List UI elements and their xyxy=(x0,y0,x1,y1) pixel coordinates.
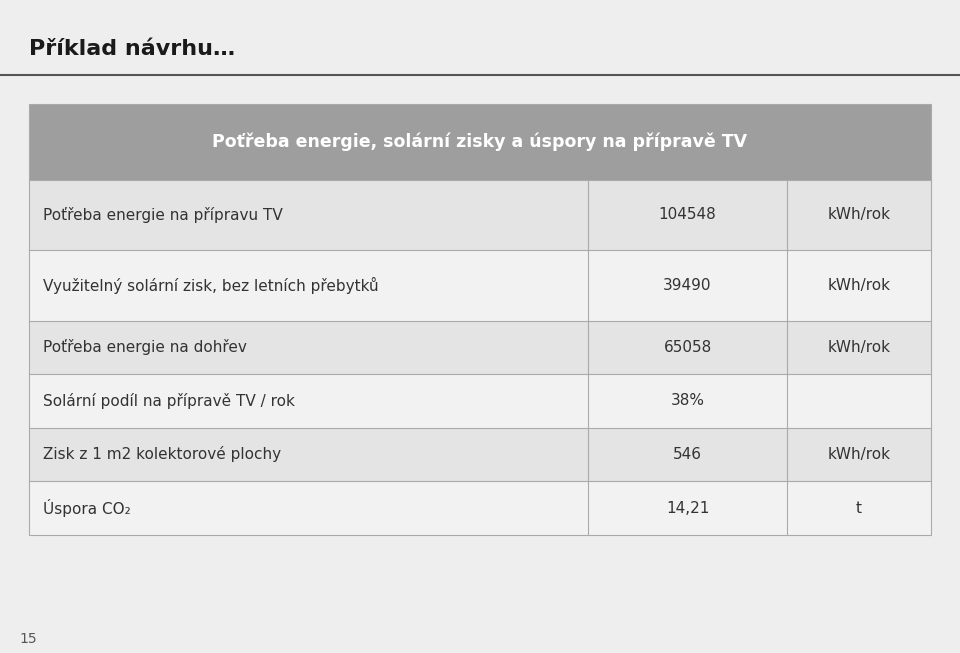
Text: 38%: 38% xyxy=(670,394,705,408)
Text: Využitelný solární zisk, bez letních přebytků: Využitelný solární zisk, bez letních pře… xyxy=(43,277,379,294)
Text: 104548: 104548 xyxy=(659,208,716,222)
Text: kWh/rok: kWh/rok xyxy=(828,447,891,462)
Text: Poťřeba energie na dohřev: Poťřeba energie na dohřev xyxy=(43,340,247,355)
FancyBboxPatch shape xyxy=(29,250,931,321)
Text: Příklad návrhu…: Příklad návrhu… xyxy=(29,39,235,59)
Text: kWh/rok: kWh/rok xyxy=(828,340,891,355)
Text: 14,21: 14,21 xyxy=(666,501,709,515)
Text: 546: 546 xyxy=(673,447,702,462)
Text: 39490: 39490 xyxy=(663,278,711,293)
Text: Úspora CO₂: Úspora CO₂ xyxy=(43,499,131,517)
FancyBboxPatch shape xyxy=(29,104,931,180)
Text: Zisk z 1 m2 kolektorové plochy: Zisk z 1 m2 kolektorové plochy xyxy=(43,447,281,462)
Text: Solární podíl na přípravě TV / rok: Solární podíl na přípravě TV / rok xyxy=(43,393,295,409)
Text: kWh/rok: kWh/rok xyxy=(828,208,891,222)
FancyBboxPatch shape xyxy=(29,428,931,481)
FancyBboxPatch shape xyxy=(29,180,931,250)
FancyBboxPatch shape xyxy=(29,481,931,535)
Text: t: t xyxy=(856,501,862,515)
FancyBboxPatch shape xyxy=(29,374,931,428)
Text: 15: 15 xyxy=(19,633,36,646)
Text: Poťřeba energie na přípravu TV: Poťřeba energie na přípravu TV xyxy=(43,207,283,223)
Text: kWh/rok: kWh/rok xyxy=(828,278,891,293)
FancyBboxPatch shape xyxy=(29,321,931,374)
Text: Poťřeba energie, solární zisky a úspory na přípravě TV: Poťřeba energie, solární zisky a úspory … xyxy=(212,133,748,151)
Text: 65058: 65058 xyxy=(663,340,711,355)
